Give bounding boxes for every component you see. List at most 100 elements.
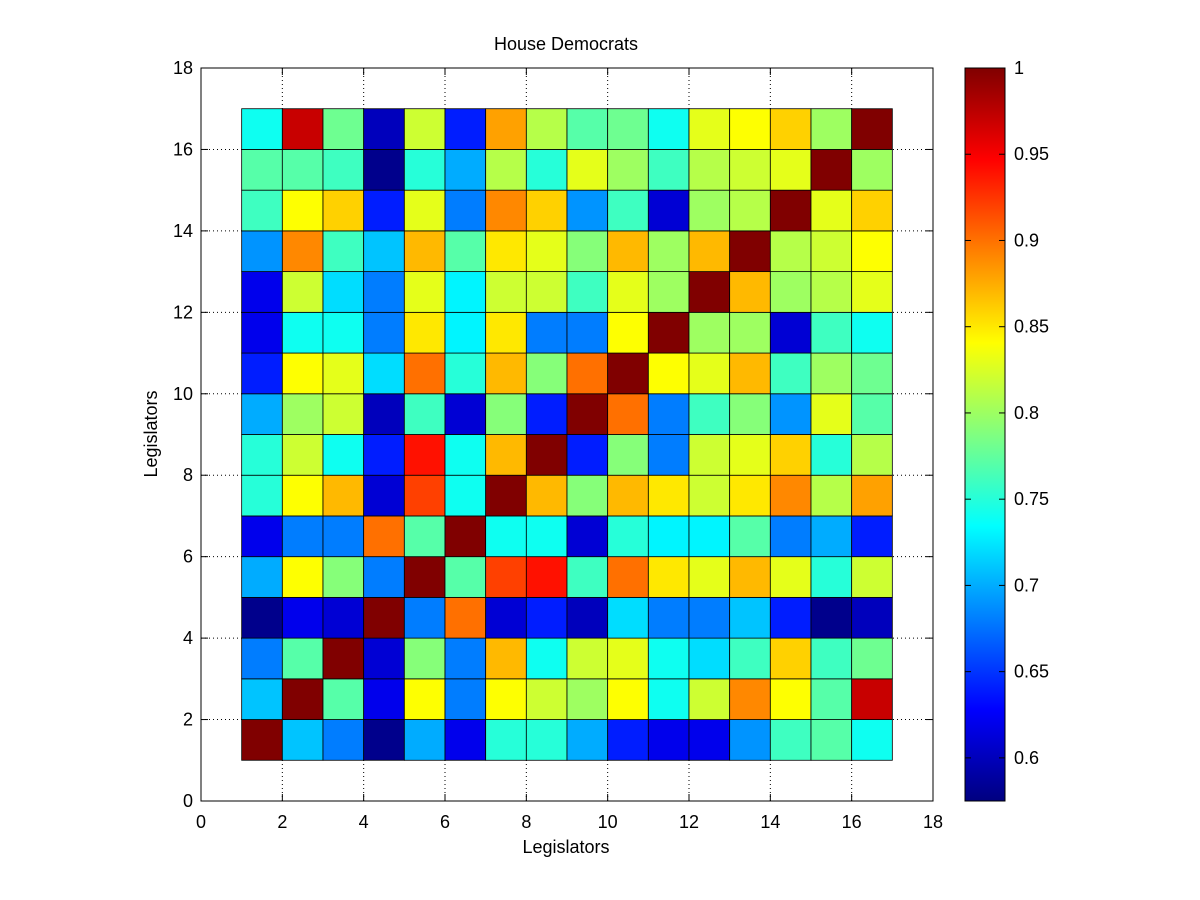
heatmap-cell [241,393,283,435]
heatmap-cell [281,678,324,720]
heatmap-cell [444,393,487,435]
heatmap-cell [322,189,365,232]
heatmap-cell [566,515,609,558]
heatmap-cell [525,637,568,680]
heatmap-cell [444,352,487,395]
heatmap-cell [851,719,893,761]
heatmap-cell [566,678,609,720]
heatmap-cell [241,352,283,395]
heatmap-cell [241,149,283,191]
heatmap-cell [444,434,487,476]
heatmap-cell [281,271,324,313]
heatmap-cell [241,637,283,680]
heatmap-cell [851,596,893,639]
heatmap-cell [281,719,324,761]
heatmap-cell [485,678,527,720]
heatmap-cell [403,271,446,313]
colorbar-tick-label: 0.9 [1014,230,1039,250]
heatmap-cell [322,230,365,273]
heatmap-cell [241,189,283,232]
plot-frame [200,67,934,802]
heatmap-cell [566,637,609,680]
heatmap-cell [769,678,812,720]
heatmap-cell [729,474,771,517]
heatmap-cell [729,515,771,558]
heatmap-cell [281,515,324,558]
heatmap-cell [688,678,731,720]
x-axis-label: Legislators [522,837,609,857]
heatmap-cell [566,393,609,435]
heatmap-cell [281,393,324,435]
heatmap-cell [241,719,283,761]
heatmap-cell [363,556,405,598]
heatmap-cell [281,434,324,476]
heatmap-cell [688,149,731,191]
y-tick-label: 14 [173,221,193,241]
heatmap-cell [403,108,446,150]
heatmap-cell [525,352,568,395]
heatmap-cell [525,719,568,761]
heatmap-cell [525,271,568,313]
heatmap-cell [688,474,731,517]
y-tick-label: 6 [183,547,193,567]
heatmap-cell [566,474,609,517]
heatmap-cell [851,637,893,680]
heatmap-cell [485,393,527,435]
heatmap-cell [851,556,893,598]
heatmap-cell [485,434,527,476]
heatmap-cell [525,678,568,720]
heatmap-cell [688,393,731,435]
heatmap-cell [241,230,283,273]
heatmap-cell [566,719,609,761]
chart-title: House Democrats [494,34,638,54]
heatmap-cell [525,393,568,435]
x-axis-ticks: 0 2 4 6 8 10 12 14 16 18 [196,68,943,832]
heatmap-cell [363,311,405,354]
heatmap-cell [566,230,609,273]
heatmap-cell [485,719,527,761]
heatmap-cell [647,108,690,150]
heatmap-cell [729,678,771,720]
heatmap-cell [607,108,649,150]
colorbar [964,67,1006,802]
heatmap-cell [241,271,283,313]
colorbar-tick-label: 0.6 [1014,748,1039,768]
heatmap-cell [688,556,731,598]
y-tick-label: 12 [173,302,193,322]
heatmap-cell [810,637,853,680]
heatmap-cell [810,474,853,517]
heatmap-cell [485,271,527,313]
heatmap-cell [363,189,405,232]
heatmap-cell [485,474,527,517]
heatmap-cell [281,189,324,232]
heatmap-cell [403,596,446,639]
heatmap-cell [851,474,893,517]
heatmap-cell [363,474,405,517]
heatmap-cell [769,637,812,680]
heatmap-cell [281,149,324,191]
heatmap-cell [403,556,446,598]
heatmap-cell [607,678,649,720]
heatmap-cell [810,352,853,395]
heatmap-cell [281,108,324,150]
heatmap-cell [403,189,446,232]
heatmap-cell [444,189,487,232]
heatmap-cell [647,434,690,476]
heatmap-cell [729,393,771,435]
heatmap-cell [810,393,853,435]
heatmap-cell [851,352,893,395]
heatmap-cell [485,189,527,232]
heatmap-cell [485,556,527,598]
heatmap-cell [403,434,446,476]
heatmap-cell [444,474,487,517]
heatmap-cell [566,271,609,313]
heatmap-cell [607,352,649,395]
heatmap-cell [688,596,731,639]
heatmap-cell [851,515,893,558]
heatmap-cell [769,393,812,435]
heatmap-cell [566,311,609,354]
heatmap-cell [769,719,812,761]
heatmap-cell [810,189,853,232]
colorbar-tick-label: 0.85 [1014,317,1049,337]
